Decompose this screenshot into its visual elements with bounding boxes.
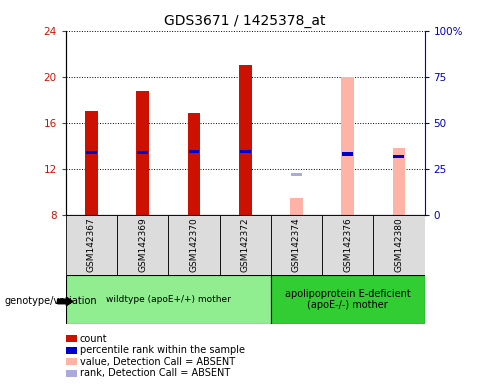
Text: percentile rank within the sample: percentile rank within the sample: [80, 345, 244, 355]
Bar: [188, 150, 200, 153]
Text: count: count: [80, 334, 107, 344]
Text: genotype/variation: genotype/variation: [5, 296, 98, 306]
Text: GSM142369: GSM142369: [138, 217, 147, 272]
Bar: [322, 215, 373, 275]
Text: value, Detection Call = ABSENT: value, Detection Call = ABSENT: [80, 357, 235, 367]
Text: GSM142380: GSM142380: [394, 217, 404, 272]
Bar: [392, 148, 406, 215]
Bar: [240, 150, 251, 153]
Bar: [271, 215, 322, 275]
Text: rank, Detection Call = ABSENT: rank, Detection Call = ABSENT: [80, 368, 230, 378]
Title: GDS3671 / 1425378_at: GDS3671 / 1425378_at: [164, 14, 326, 28]
Bar: [342, 152, 353, 156]
Text: wildtype (apoE+/+) mother: wildtype (apoE+/+) mother: [106, 295, 231, 304]
Text: GSM142367: GSM142367: [87, 217, 96, 272]
Text: GSM142372: GSM142372: [241, 217, 250, 272]
Bar: [220, 215, 271, 275]
Bar: [271, 275, 425, 324]
Bar: [239, 65, 252, 215]
Bar: [66, 275, 271, 324]
Bar: [373, 215, 425, 275]
Bar: [393, 155, 405, 158]
Bar: [117, 215, 168, 275]
Text: GSM142370: GSM142370: [189, 217, 199, 272]
Bar: [341, 77, 354, 215]
Bar: [85, 111, 98, 215]
Bar: [66, 215, 117, 275]
Text: GSM142376: GSM142376: [343, 217, 352, 272]
Bar: [290, 198, 303, 215]
Bar: [136, 91, 149, 215]
Bar: [86, 151, 97, 154]
Bar: [187, 113, 201, 215]
Bar: [168, 215, 220, 275]
Bar: [137, 151, 148, 154]
Bar: [291, 173, 302, 176]
Text: GSM142374: GSM142374: [292, 217, 301, 272]
Text: apolipoprotein E-deficient
(apoE-/-) mother: apolipoprotein E-deficient (apoE-/-) mot…: [285, 289, 410, 310]
